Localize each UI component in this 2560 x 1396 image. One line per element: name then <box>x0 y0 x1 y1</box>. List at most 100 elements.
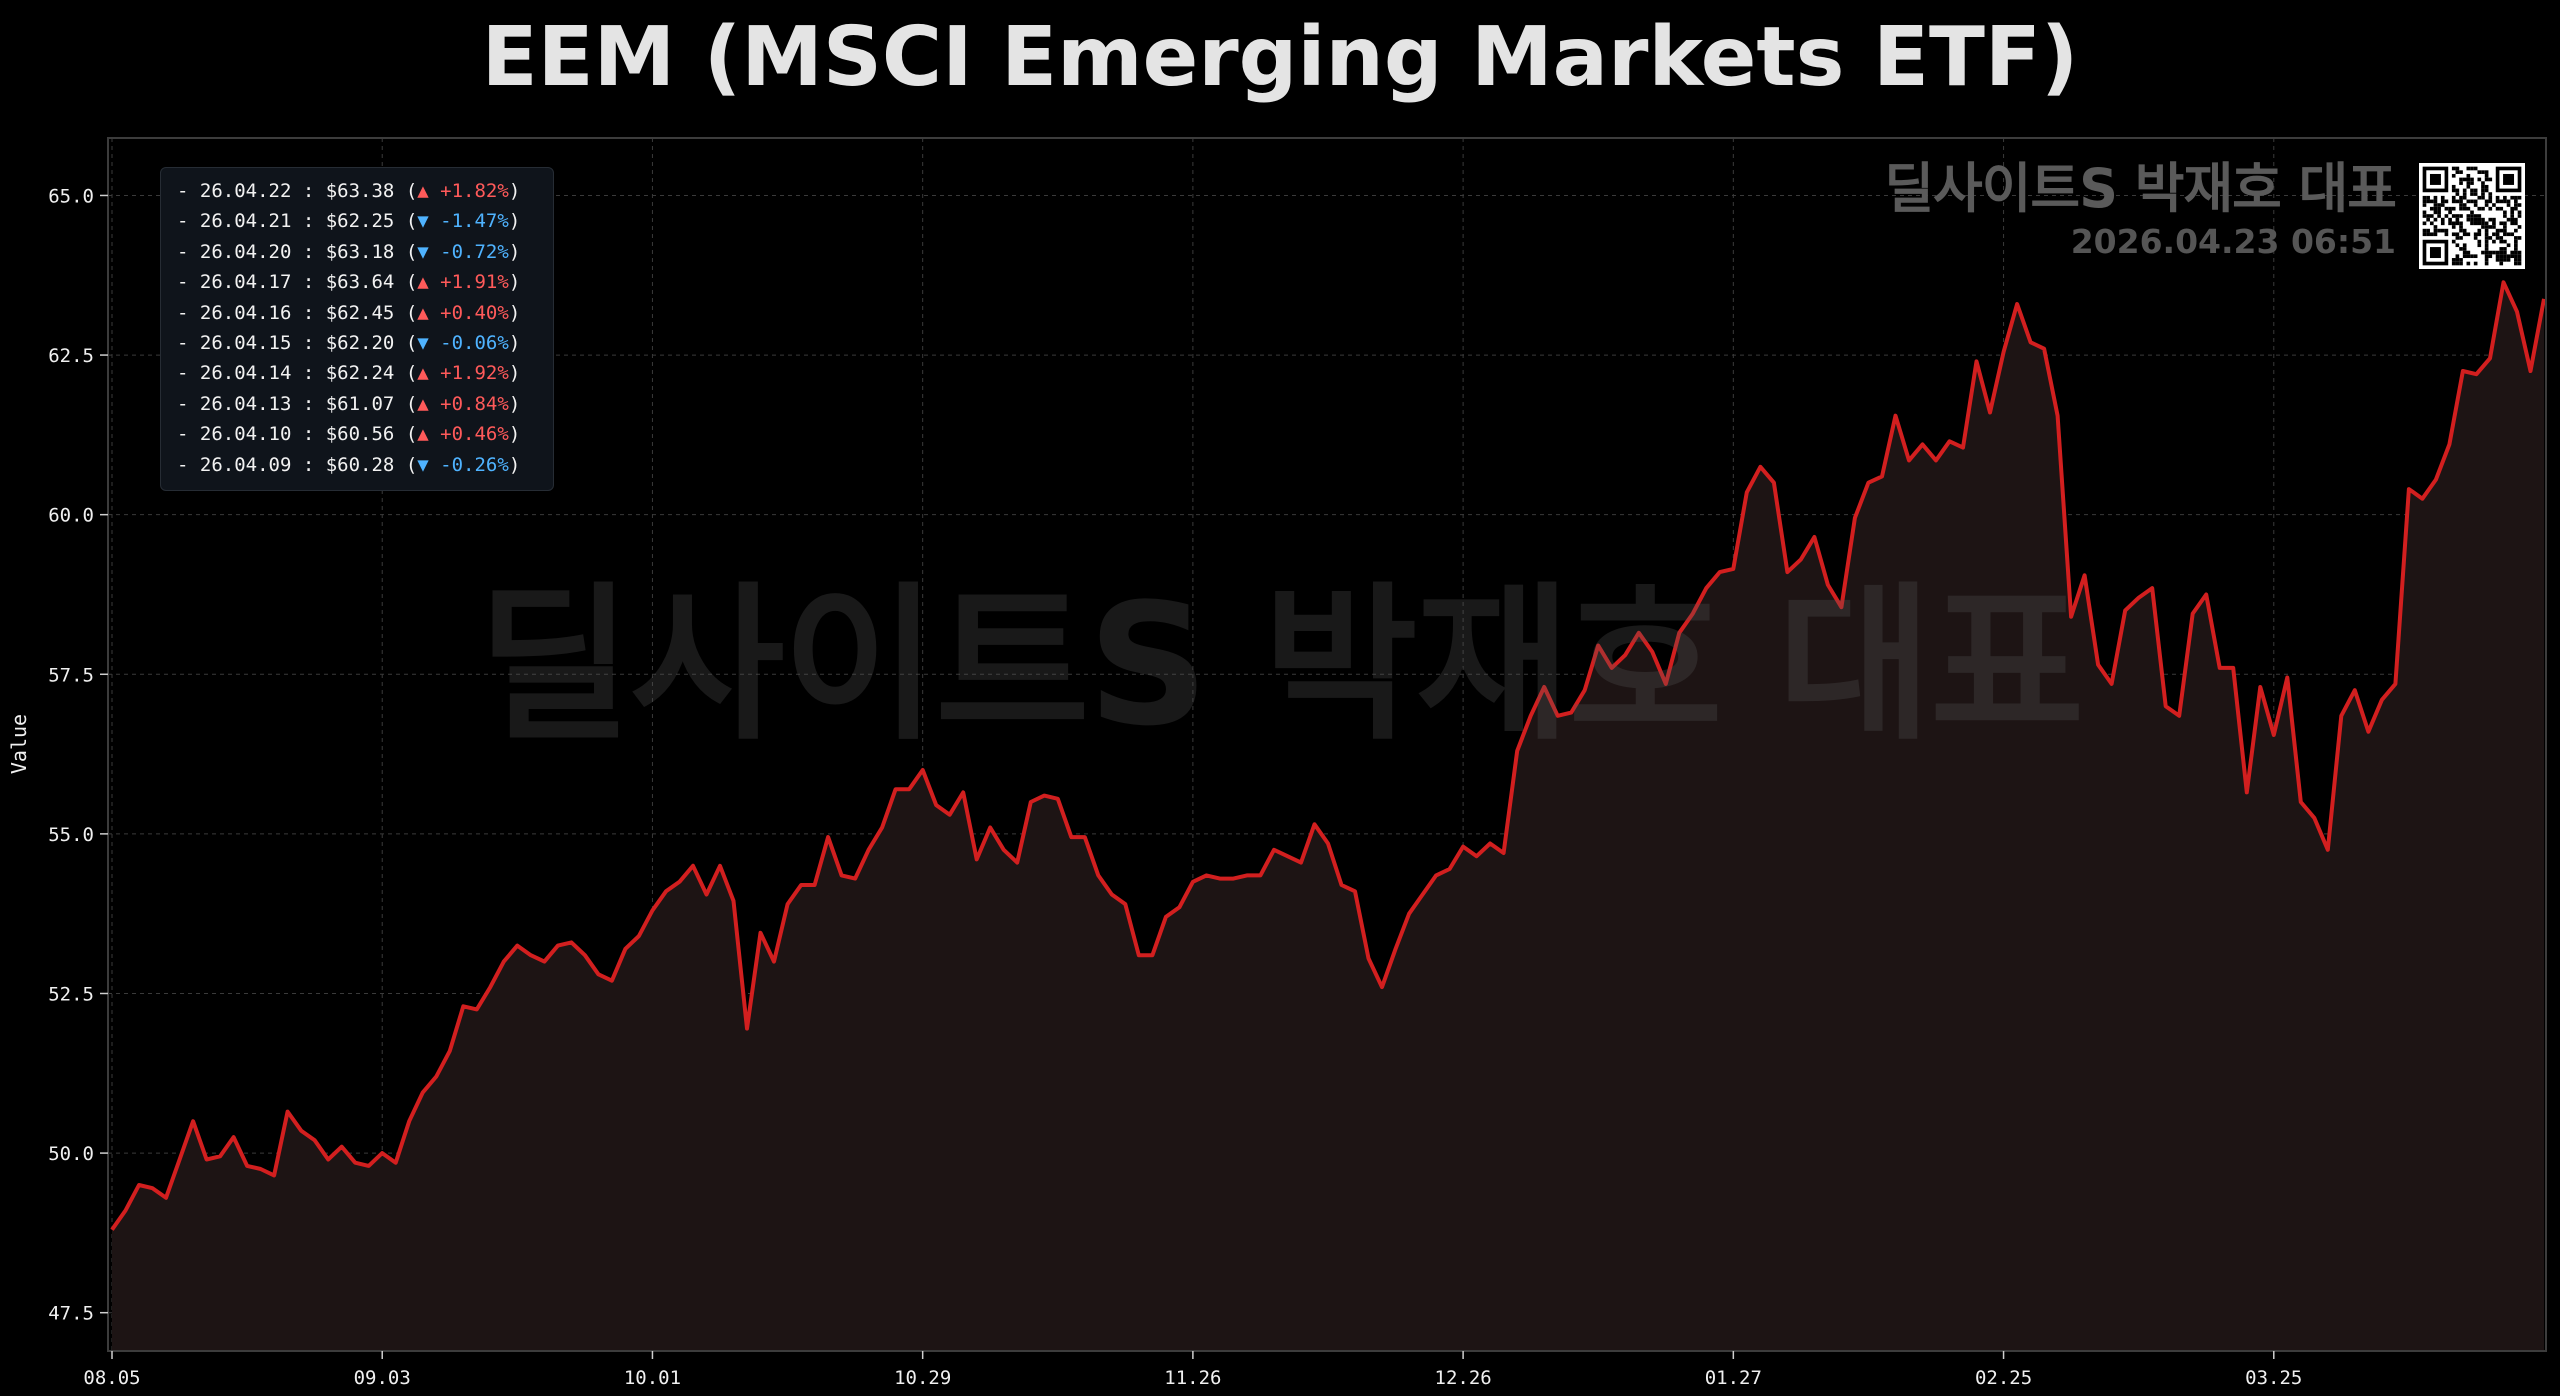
triangle-up-icon: ▲ <box>417 392 429 415</box>
x-tick-label: 03.25 <box>2245 1367 2302 1389</box>
legend-dash: - <box>177 362 200 385</box>
y-tick-label: 65.0 <box>48 185 94 207</box>
legend-price: $60.28 <box>325 453 395 476</box>
legend-date: 26.04.20 <box>199 240 292 263</box>
legend-sep: : <box>291 240 326 263</box>
y-tick-label: 52.5 <box>48 983 94 1005</box>
legend-item: - 26.04.13 : $61.07 (▲ +0.84%) <box>177 392 521 415</box>
x-tick-label: 12.26 <box>1435 1367 1492 1389</box>
legend-box: - 26.04.22 : $63.38 (▲ +1.82%) - 26.04.21… <box>160 167 554 491</box>
legend-sep: : <box>291 362 326 385</box>
triangle-up-icon: ▲ <box>417 423 429 446</box>
legend-dash: - <box>177 423 200 446</box>
legend-item: - 26.04.22 : $63.38 (▲ +1.82%) <box>177 180 521 202</box>
legend-date: 26.04.10 <box>199 423 292 446</box>
legend-price: $63.64 <box>325 271 395 294</box>
legend-date: 26.04.16 <box>199 301 292 324</box>
plot-frame <box>107 137 2547 1352</box>
legend-change: ▼ -0.06% <box>417 332 509 354</box>
y-tick-label: 47.5 <box>48 1303 94 1325</box>
legend-sep: : <box>291 331 326 354</box>
legend-item: - 26.04.16 : $62.45 (▲ +0.40%) <box>177 301 521 324</box>
legend-price: $60.56 <box>325 423 395 446</box>
legend-sep: : <box>291 423 326 446</box>
triangle-down-icon: ▼ <box>417 240 429 263</box>
y-tick-label: 55.0 <box>48 824 94 846</box>
y-tick-label: 57.5 <box>48 664 94 686</box>
triangle-up-icon: ▲ <box>417 362 429 385</box>
legend-item: - 26.04.21 : $62.25 (▼ -1.47%) <box>177 210 521 233</box>
price-line <box>110 280 2546 1231</box>
legend-change: ▼ -0.72% <box>417 241 509 263</box>
legend-date: 26.04.09 <box>199 453 292 476</box>
x-tick-label: 10.01 <box>624 1367 681 1389</box>
legend-item: - 26.04.10 : $60.56 (▲ +0.46%) <box>177 423 521 446</box>
legend-sep: : <box>291 392 326 415</box>
legend-change: ▼ -1.47% <box>417 210 509 232</box>
legend-price: $62.25 <box>325 210 395 233</box>
watermark-name: 딜사이트S 박재호 대표 <box>1884 157 2397 220</box>
legend-date: 26.04.13 <box>199 392 292 415</box>
legend-change-percent: +1.92% <box>440 362 509 385</box>
legend-sep: : <box>291 453 326 476</box>
triangle-down-icon: ▼ <box>417 210 429 233</box>
y-axis-ticks: 47.5 50.0 52.5 55.0 57.5 60.0 62.5 65.0 <box>48 185 108 1325</box>
legend-sep: : <box>291 180 326 202</box>
x-axis-ticks: 08.05 09.03 10.01 10.29 11.26 12.26 01.27 02.25… <box>83 1351 2302 1389</box>
legend-price: $62.20 <box>325 331 395 354</box>
legend-change-percent: +0.84% <box>440 392 509 415</box>
legend-change-percent: -0.26% <box>440 453 509 476</box>
legend-dash: - <box>177 210 200 233</box>
legend-dash: - <box>177 271 200 294</box>
legend-change-percent: +0.40% <box>440 301 509 324</box>
triangle-up-icon: ▲ <box>417 180 429 202</box>
legend-paren: ( <box>394 362 418 385</box>
legend-change-percent: -0.72% <box>440 240 509 263</box>
legend-date: 26.04.22 <box>199 180 292 202</box>
y-tick-label: 62.5 <box>48 345 94 367</box>
legend-price: $63.18 <box>325 240 395 263</box>
legend-price: $63.38 <box>325 180 395 202</box>
legend-paren: ( <box>394 423 418 446</box>
watermark-timestamp: 2026.04.23 06:51 <box>2070 222 2396 261</box>
legend-change: ▲ +0.84% <box>417 393 509 415</box>
x-tick-label: 02.25 <box>1975 1367 2032 1389</box>
triangle-down-icon: ▼ <box>417 331 429 354</box>
legend-dash: - <box>177 180 200 202</box>
legend-change: ▲ +0.40% <box>417 302 509 324</box>
legend-sep: : <box>291 301 326 324</box>
legend-paren: ( <box>394 453 418 476</box>
legend-item: - 26.04.14 : $62.24 (▲ +1.92%) <box>177 362 521 385</box>
triangle-down-icon: ▼ <box>417 453 429 476</box>
legend-change: ▲ +1.92% <box>417 362 509 384</box>
x-tick-label: 08.05 <box>83 1367 140 1389</box>
legend-item: - 26.04.09 : $60.28 (▼ -0.26%) <box>177 453 521 476</box>
legend-change-percent: -1.47% <box>440 210 509 233</box>
legend-price: $62.45 <box>325 301 395 324</box>
y-tick-label: 50.0 <box>48 1143 94 1165</box>
legend-paren: ( <box>394 392 418 415</box>
legend-change-percent: -0.06% <box>440 331 509 354</box>
legend-change: ▲ +0.46% <box>417 423 509 445</box>
legend-dash: - <box>177 240 200 263</box>
legend-change-percent: +1.82% <box>440 180 509 202</box>
legend-price: $61.07 <box>325 392 395 415</box>
legend-change: ▲ +1.82% <box>417 180 509 202</box>
triangle-up-icon: ▲ <box>417 301 429 324</box>
legend-paren: ( <box>394 301 418 324</box>
legend-item: - 26.04.20 : $63.18 (▼ -0.72%) <box>177 240 521 263</box>
legend-dash: - <box>177 392 200 415</box>
triangle-up-icon: ▲ <box>417 271 429 294</box>
legend-item: - 26.04.15 : $62.20 (▼ -0.06%) <box>177 331 521 354</box>
legend-item: - 26.04.17 : $63.64 (▲ +1.91%) <box>177 271 521 294</box>
legend-paren: ( <box>394 331 418 354</box>
legend-change-percent: +0.46% <box>440 423 509 446</box>
chart-title: EEM (MSCI Emerging Markets ETF) <box>481 10 2079 105</box>
legend-change: ▲ +1.91% <box>417 271 509 293</box>
x-tick-label: 10.29 <box>894 1367 951 1389</box>
legend-paren: ( <box>394 180 418 202</box>
qr-code-icon <box>2419 163 2525 269</box>
legend-price: $62.24 <box>325 362 395 385</box>
legend-paren: ( <box>394 210 418 233</box>
